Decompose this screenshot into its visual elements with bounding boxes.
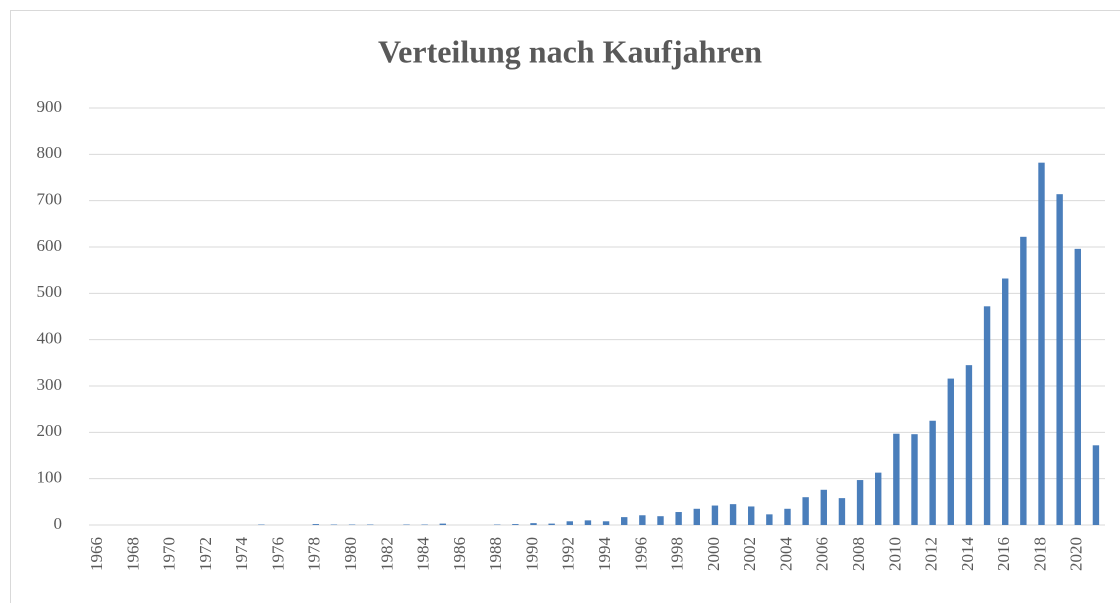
bar (820, 489, 827, 525)
bar (1020, 236, 1027, 525)
x-tick-label: 2016 (994, 537, 1013, 571)
x-tick-label: 2002 (740, 537, 759, 571)
bar (1002, 278, 1009, 525)
x-tick-label: 1970 (160, 537, 179, 571)
x-tick-label: 2004 (776, 537, 795, 572)
chart-border (10, 10, 1120, 603)
y-tick-label: 400 (37, 329, 63, 348)
bar (893, 433, 900, 525)
y-tick-label: 700 (37, 190, 63, 209)
y-tick-label: 500 (37, 282, 63, 301)
x-tick-label: 1982 (377, 537, 396, 571)
bar (530, 523, 537, 525)
y-tick-label: 200 (37, 421, 63, 440)
bar (784, 508, 791, 525)
bar (729, 504, 737, 525)
y-tick-label: 100 (37, 468, 63, 487)
bar (566, 521, 573, 525)
bar (675, 512, 682, 525)
bar (947, 378, 954, 525)
x-tick-label: 1976 (268, 537, 287, 571)
x-tick-label: 2014 (958, 537, 977, 572)
bar (856, 480, 864, 525)
x-tick-label: 2010 (885, 537, 904, 571)
bar (639, 515, 646, 525)
bar (621, 517, 628, 525)
x-tick-label: 2020 (1067, 537, 1086, 571)
bar (548, 523, 555, 525)
x-tick-label: 1990 (522, 537, 541, 571)
bar (911, 434, 918, 525)
y-tick-label: 900 (37, 97, 63, 116)
bar (312, 524, 319, 525)
bar (657, 516, 664, 525)
bar (875, 472, 882, 525)
bar (983, 306, 991, 525)
bar (802, 497, 809, 525)
bar (512, 524, 519, 525)
x-tick-label: 1998 (668, 537, 687, 571)
y-tick-label: 0 (54, 514, 63, 533)
x-tick-label: 1972 (196, 537, 215, 571)
x-tick-label: 2000 (704, 537, 723, 571)
bar (838, 498, 846, 525)
x-tick-label: 1984 (414, 537, 433, 572)
x-tick-label: 1978 (305, 537, 324, 571)
x-tick-label: 1980 (341, 537, 360, 571)
y-tick-label: 300 (37, 375, 63, 394)
x-tick-label: 2006 (813, 537, 832, 571)
bar (748, 506, 755, 525)
bar (1074, 248, 1081, 525)
bar (584, 520, 592, 525)
y-tick-label: 800 (37, 143, 63, 162)
bar (602, 521, 610, 525)
bar (929, 420, 936, 525)
chart-title: Verteilung nach Kaufjahren (378, 33, 762, 69)
x-tick-label: 1994 (595, 537, 614, 572)
x-tick-label: 1974 (232, 537, 251, 572)
x-tick-label: 2012 (922, 537, 941, 571)
x-tick-label: 2008 (849, 537, 868, 571)
x-tick-label: 1988 (486, 537, 505, 571)
bar (439, 523, 446, 525)
bar (1092, 445, 1100, 525)
y-tick-label: 600 (37, 236, 63, 255)
bar (711, 505, 719, 525)
x-tick-label: 1966 (87, 537, 106, 571)
bar (693, 508, 700, 525)
x-tick-label: 2018 (1030, 537, 1049, 571)
x-tick-label: 1986 (450, 537, 469, 571)
bar (766, 514, 773, 525)
bar (965, 365, 973, 525)
x-tick-label: 1968 (123, 537, 142, 571)
bar (1056, 194, 1063, 525)
bar (1038, 162, 1045, 525)
x-tick-label: 1992 (559, 537, 578, 571)
x-tick-label: 1996 (631, 537, 650, 571)
